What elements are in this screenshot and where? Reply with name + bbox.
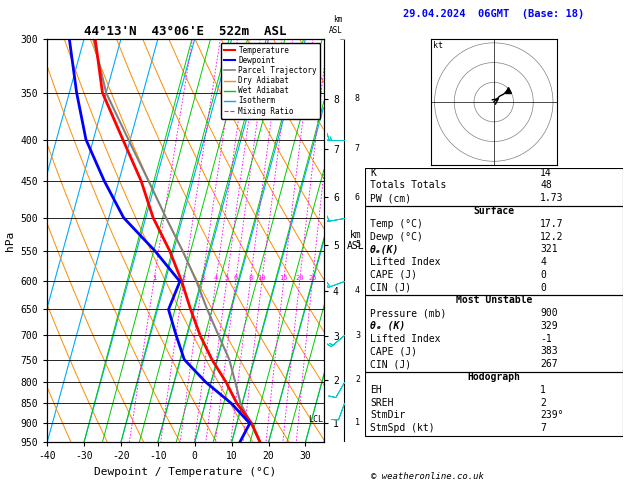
Text: 0: 0 xyxy=(540,283,546,293)
Bar xyxy=(365,168,623,206)
Text: θₑ (K): θₑ (K) xyxy=(370,321,405,331)
Text: © weatheronline.co.uk: © weatheronline.co.uk xyxy=(371,472,484,481)
Text: 3: 3 xyxy=(200,276,204,281)
Text: 383: 383 xyxy=(540,347,558,356)
Text: 0: 0 xyxy=(540,270,546,280)
Text: 10: 10 xyxy=(258,276,266,281)
Text: 48: 48 xyxy=(540,180,552,191)
Text: 17.7: 17.7 xyxy=(540,219,564,229)
Text: 900: 900 xyxy=(540,308,558,318)
Text: CIN (J): CIN (J) xyxy=(370,283,411,293)
Text: 5: 5 xyxy=(225,276,229,281)
Text: 8: 8 xyxy=(248,276,252,281)
Text: θₑ(K): θₑ(K) xyxy=(370,244,399,254)
Text: 3: 3 xyxy=(355,331,360,340)
Text: 6: 6 xyxy=(233,276,238,281)
Text: EH: EH xyxy=(370,385,382,395)
Text: 29.04.2024  06GMT  (Base: 18): 29.04.2024 06GMT (Base: 18) xyxy=(403,9,584,19)
Text: 20: 20 xyxy=(296,276,304,281)
Text: 15: 15 xyxy=(279,276,288,281)
Text: 2: 2 xyxy=(540,398,546,408)
Bar xyxy=(365,206,623,295)
Text: 4: 4 xyxy=(540,257,546,267)
Y-axis label: km
ASL: km ASL xyxy=(347,230,364,251)
Text: 7: 7 xyxy=(540,423,546,433)
Bar xyxy=(365,372,623,436)
Text: 7: 7 xyxy=(355,144,360,153)
Legend: Temperature, Dewpoint, Parcel Trajectory, Dry Adiabat, Wet Adiabat, Isotherm, Mi: Temperature, Dewpoint, Parcel Trajectory… xyxy=(221,43,320,119)
Text: LCL: LCL xyxy=(308,415,323,424)
Text: Most Unstable: Most Unstable xyxy=(455,295,532,305)
Text: Totals Totals: Totals Totals xyxy=(370,180,447,191)
Text: 8: 8 xyxy=(355,94,360,103)
Text: 14: 14 xyxy=(540,168,552,178)
Text: Surface: Surface xyxy=(473,206,515,216)
Text: km
ASL: km ASL xyxy=(329,16,343,35)
Text: 329: 329 xyxy=(540,321,558,331)
Text: StmSpd (kt): StmSpd (kt) xyxy=(370,423,435,433)
Text: Pressure (mb): Pressure (mb) xyxy=(370,308,447,318)
Text: Dewp (°C): Dewp (°C) xyxy=(370,231,423,242)
Text: StmDir: StmDir xyxy=(370,410,405,420)
Text: kt: kt xyxy=(433,41,443,50)
X-axis label: Dewpoint / Temperature (°C): Dewpoint / Temperature (°C) xyxy=(94,467,277,477)
Text: 1: 1 xyxy=(540,385,546,395)
Text: 2: 2 xyxy=(355,375,360,384)
Text: 267: 267 xyxy=(540,359,558,369)
Text: 6: 6 xyxy=(355,192,360,202)
Text: 4: 4 xyxy=(355,286,360,295)
Text: 2: 2 xyxy=(182,276,186,281)
Y-axis label: hPa: hPa xyxy=(5,230,15,251)
Text: Lifted Index: Lifted Index xyxy=(370,334,440,344)
Text: 239°: 239° xyxy=(540,410,564,420)
Text: CAPE (J): CAPE (J) xyxy=(370,347,417,356)
Bar xyxy=(365,295,623,372)
Text: K: K xyxy=(370,168,376,178)
Text: 321: 321 xyxy=(540,244,558,254)
Text: 4: 4 xyxy=(214,276,218,281)
Text: 25: 25 xyxy=(308,276,316,281)
Text: 1: 1 xyxy=(152,276,156,281)
Text: Temp (°C): Temp (°C) xyxy=(370,219,423,229)
Text: CIN (J): CIN (J) xyxy=(370,359,411,369)
Text: Hodograph: Hodograph xyxy=(467,372,520,382)
Text: SREH: SREH xyxy=(370,398,394,408)
Text: -1: -1 xyxy=(540,334,552,344)
Text: 12.2: 12.2 xyxy=(540,231,564,242)
Text: 1.73: 1.73 xyxy=(540,193,564,203)
Title: 44°13'N  43°06'E  522m  ASL: 44°13'N 43°06'E 522m ASL xyxy=(84,25,287,38)
Text: CAPE (J): CAPE (J) xyxy=(370,270,417,280)
Text: PW (cm): PW (cm) xyxy=(370,193,411,203)
Text: 5: 5 xyxy=(355,240,360,249)
Text: Lifted Index: Lifted Index xyxy=(370,257,440,267)
Text: 1: 1 xyxy=(355,418,360,427)
